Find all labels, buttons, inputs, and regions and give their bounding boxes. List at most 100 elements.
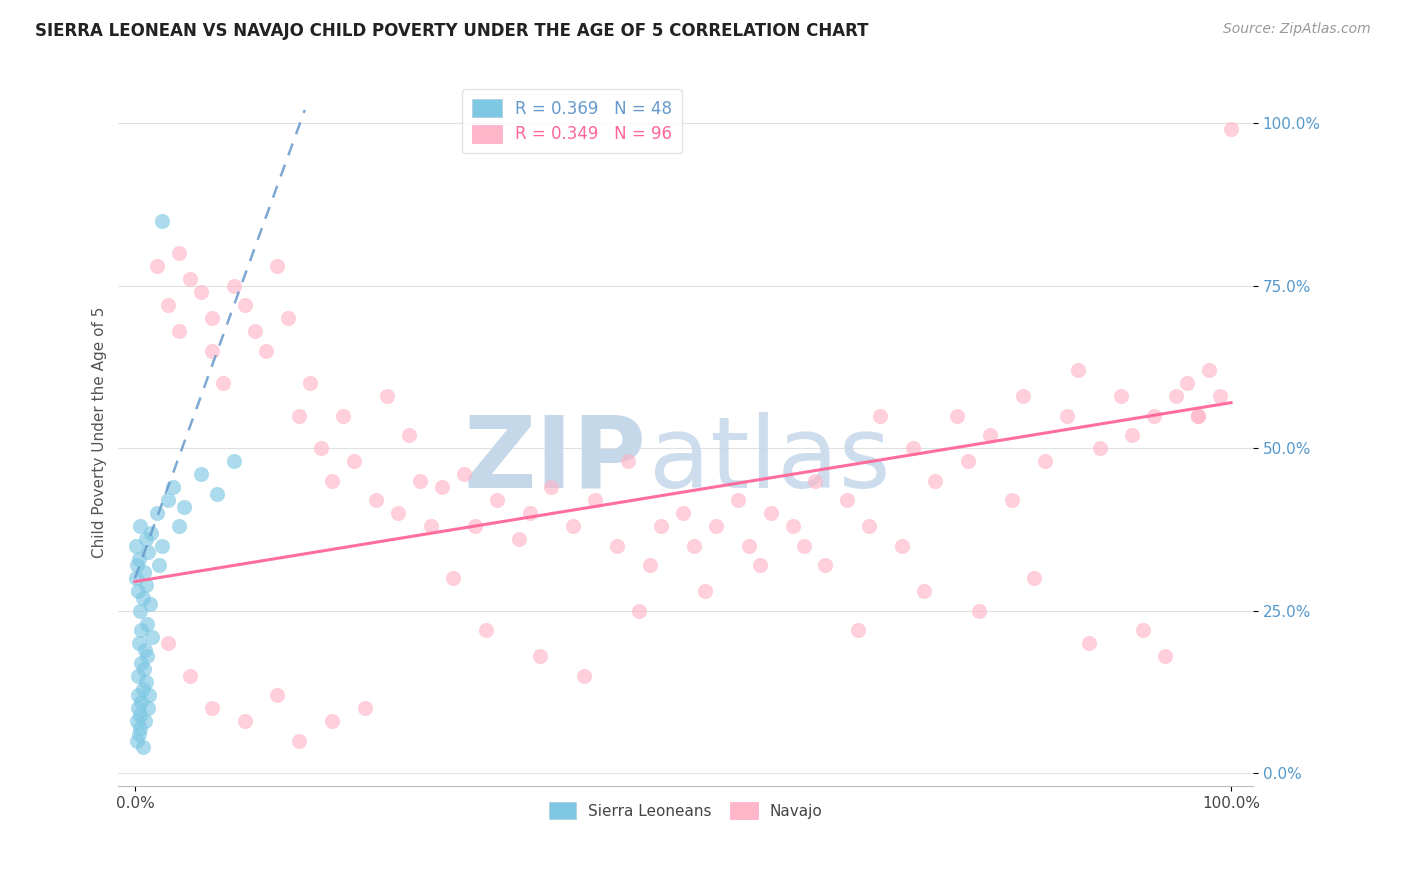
Point — [129, 604, 152, 618]
Point — [803, 474, 825, 488]
Point — [222, 278, 245, 293]
Point — [474, 624, 496, 638]
Point — [453, 467, 475, 482]
Point — [1154, 649, 1177, 664]
Point — [398, 428, 420, 442]
Point — [128, 551, 150, 566]
Point — [1033, 454, 1056, 468]
Point — [846, 624, 869, 638]
Point — [617, 454, 640, 468]
Point — [1077, 636, 1099, 650]
Point — [125, 571, 148, 585]
Point — [1022, 571, 1045, 585]
Point — [387, 506, 409, 520]
Point — [1209, 389, 1232, 403]
Point — [288, 409, 311, 423]
Point — [131, 624, 153, 638]
Point — [222, 454, 245, 468]
Point — [782, 519, 804, 533]
Point — [127, 584, 149, 599]
Point — [201, 343, 224, 358]
Point — [266, 259, 288, 273]
Point — [233, 714, 256, 729]
Point — [162, 480, 184, 494]
Point — [485, 493, 508, 508]
Point — [912, 584, 935, 599]
Point — [131, 656, 153, 670]
Point — [190, 467, 212, 482]
Point — [179, 272, 201, 286]
Point — [1011, 389, 1033, 403]
Point — [129, 707, 152, 722]
Point — [1187, 409, 1209, 423]
Point — [146, 259, 169, 273]
Point — [464, 519, 486, 533]
Point — [129, 721, 152, 735]
Point — [1056, 409, 1078, 423]
Point — [211, 376, 233, 391]
Point — [1001, 493, 1024, 508]
Point — [343, 454, 366, 468]
Point — [1187, 409, 1209, 423]
Point — [693, 584, 716, 599]
Point — [1088, 441, 1111, 455]
Point — [628, 604, 651, 618]
Point — [134, 643, 156, 657]
Point — [574, 669, 596, 683]
Point — [201, 311, 224, 326]
Point — [837, 493, 859, 508]
Point — [125, 714, 148, 729]
Point — [1198, 363, 1220, 377]
Point — [141, 630, 163, 644]
Point — [254, 343, 277, 358]
Point — [814, 558, 837, 573]
Point — [288, 734, 311, 748]
Point — [508, 533, 530, 547]
Point — [1166, 389, 1188, 403]
Point — [156, 493, 179, 508]
Point — [519, 506, 541, 520]
Point — [277, 311, 299, 326]
Point — [869, 409, 891, 423]
Point — [529, 649, 551, 664]
Point — [891, 539, 914, 553]
Point — [141, 525, 163, 540]
Point — [299, 376, 322, 391]
Point — [136, 616, 159, 631]
Point — [173, 500, 195, 514]
Point — [441, 571, 464, 585]
Point — [129, 519, 152, 533]
Point — [131, 681, 153, 696]
Point — [125, 539, 148, 553]
Point — [1175, 376, 1198, 391]
Point — [967, 604, 990, 618]
Point — [672, 506, 695, 520]
Point — [419, 519, 441, 533]
Point — [127, 689, 149, 703]
Point — [1121, 428, 1143, 442]
Point — [738, 539, 761, 553]
Point — [201, 701, 224, 715]
Point — [233, 298, 256, 312]
Point — [946, 409, 969, 423]
Point — [138, 689, 160, 703]
Point — [638, 558, 661, 573]
Point — [409, 474, 432, 488]
Point — [136, 545, 159, 559]
Point — [309, 441, 332, 455]
Text: Source: ZipAtlas.com: Source: ZipAtlas.com — [1223, 22, 1371, 37]
Point — [132, 565, 155, 579]
Point — [1220, 122, 1243, 136]
Point — [1066, 363, 1088, 377]
Point — [128, 727, 150, 741]
Point — [956, 454, 979, 468]
Point — [205, 487, 228, 501]
Point — [901, 441, 924, 455]
Point — [979, 428, 1001, 442]
Point — [704, 519, 727, 533]
Point — [167, 324, 190, 338]
Point — [190, 285, 212, 299]
Point — [1132, 624, 1154, 638]
Point — [135, 578, 157, 592]
Text: ZIP: ZIP — [463, 412, 645, 508]
